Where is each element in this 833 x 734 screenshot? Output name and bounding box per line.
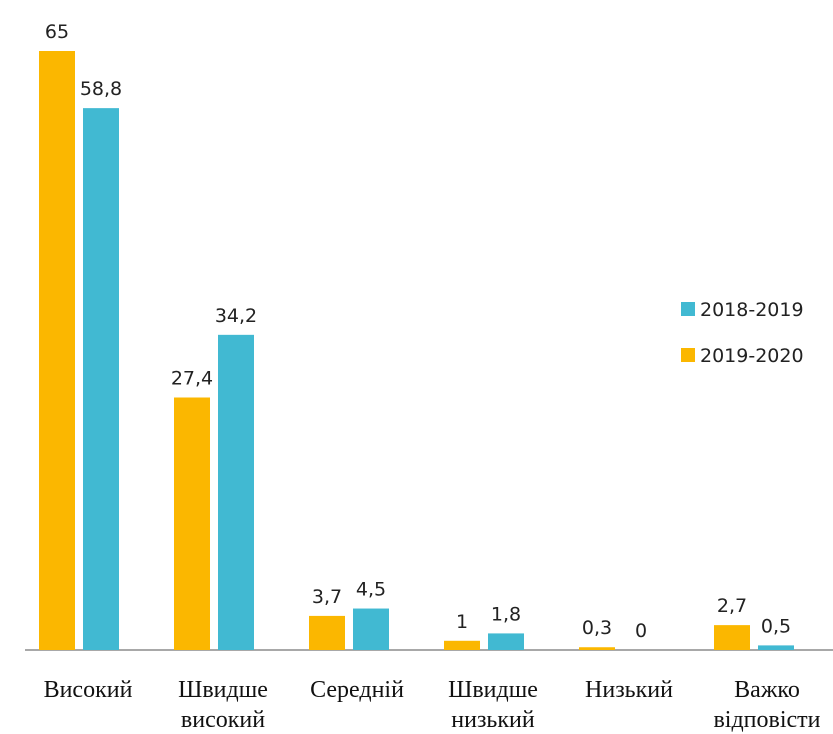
bars-group xyxy=(39,51,794,651)
category-label-4: Низький xyxy=(585,677,673,703)
value-labels-group: 65 27,4 3,7 1 0,3 2,7 58,8 34,2 4,5 1,8 0 0,5 xyxy=(45,21,791,642)
category-label-0: Високий xyxy=(44,677,133,703)
bar-2018-2019-3 xyxy=(488,633,524,650)
bar-2019-2020-5 xyxy=(714,625,750,650)
category-label-5: Важко відповісти xyxy=(713,677,820,733)
data-label-2018-2019-3: 1,8 xyxy=(491,603,521,625)
data-label-2018-2019-5: 0,5 xyxy=(761,615,791,637)
category-label-2: Середній xyxy=(310,677,404,703)
bar-2019-2020-0 xyxy=(39,51,75,650)
data-label-2018-2019-1: 34,2 xyxy=(215,305,257,327)
bar-2018-2019-1 xyxy=(218,334,254,650)
data-label-2019-2020-5: 2,7 xyxy=(717,595,747,617)
bar-2019-2020-2 xyxy=(309,615,345,650)
data-label-2019-2020-4: 0,3 xyxy=(582,617,612,639)
legend-label-2019-2020: 2019-2020 xyxy=(700,345,804,367)
data-label-2018-2019-4: 0 xyxy=(635,620,647,642)
data-label-2019-2020-3: 1 xyxy=(456,611,468,633)
legend: 2018-2019 2019-2020 xyxy=(681,299,804,367)
data-label-2019-2020-0: 65 xyxy=(45,21,69,43)
bar-2018-2019-5 xyxy=(758,645,794,650)
category-labels-group: Високий Швидше високий Середній Швидше низьки… xyxy=(44,677,821,733)
bar-2019-2020-1 xyxy=(174,397,210,650)
category-label-1: Швидше високий xyxy=(178,677,268,733)
bar-2018-2019-0 xyxy=(83,108,119,651)
data-label-2018-2019-2: 4,5 xyxy=(356,579,386,601)
data-label-2018-2019-0: 58,8 xyxy=(80,78,122,100)
data-label-2019-2020-2: 3,7 xyxy=(312,586,342,608)
bar-2019-2020-4 xyxy=(579,647,615,650)
data-label-2019-2020-1: 27,4 xyxy=(171,367,213,389)
category-label-3: Швидше низький xyxy=(448,677,538,733)
legend-swatch-2019-2020 xyxy=(681,348,695,362)
legend-swatch-2018-2019 xyxy=(681,302,695,316)
legend-label-2018-2019: 2018-2019 xyxy=(700,299,804,321)
bar-2019-2020-3 xyxy=(444,640,480,650)
bar-2018-2019-2 xyxy=(353,608,389,650)
